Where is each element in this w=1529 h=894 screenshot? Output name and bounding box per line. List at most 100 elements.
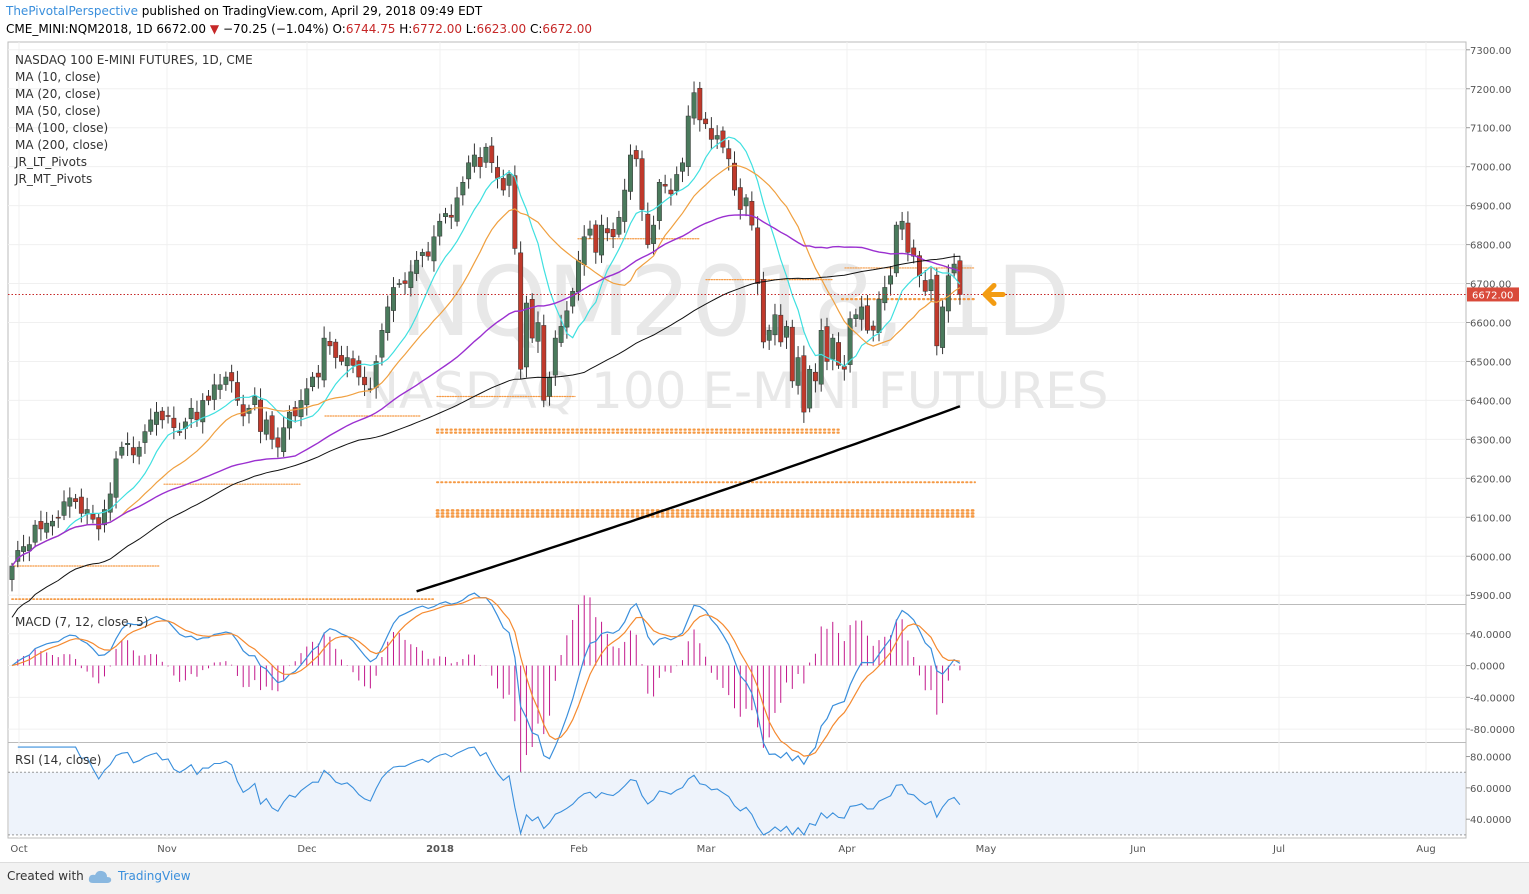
time-tick-label: Apr [838, 844, 856, 855]
candle-body [125, 443, 131, 445]
candle-body [778, 314, 784, 343]
candle-body [772, 314, 778, 336]
chart-canvas[interactable]: NQM2018, 1D NASDAQ 100 E-MINI FUTURES 73… [0, 0, 1529, 862]
candle-body [500, 178, 506, 191]
ma200-line [416, 405, 961, 593]
candle-body [206, 395, 211, 401]
candle-body [870, 325, 876, 331]
author-link[interactable]: ThePivotalPerspective [6, 4, 138, 18]
candle-body [616, 217, 622, 235]
candle-body [859, 306, 865, 320]
candle-body [217, 384, 223, 390]
close-value: 6672.00 [542, 22, 593, 36]
macd-tick-label: 40.0000 [1470, 630, 1511, 641]
footer: Created with TradingView [0, 862, 1529, 894]
candle-body [281, 427, 287, 452]
candle-body [876, 298, 882, 333]
rsi-line [17, 746, 961, 836]
candle-body [547, 376, 552, 397]
candle-body [922, 280, 928, 292]
ma50-line [11, 214, 961, 567]
legend-ma100[interactable]: MA (100, close) [15, 121, 109, 135]
time-tick-label: Oct [10, 844, 27, 855]
candle-body [495, 167, 500, 179]
candle-body [523, 302, 529, 368]
candle-body [67, 497, 73, 507]
rsi-label[interactable]: RSI (14, close) [15, 753, 102, 767]
candle-body [940, 306, 946, 348]
candle-body [888, 275, 894, 285]
legend-ma200[interactable]: MA (200, close) [15, 138, 109, 152]
time-tick-label: 2018 [426, 844, 454, 855]
price-tick-label: 7100.00 [1470, 124, 1511, 135]
candle-body [587, 228, 593, 236]
time-tick-label: Aug [1416, 844, 1436, 855]
candle-body [928, 279, 934, 292]
price-tick-label: 6700.00 [1470, 280, 1511, 291]
close-label: C: [529, 22, 543, 36]
candle-body [651, 224, 657, 244]
candle-body [743, 197, 749, 207]
candle-body [633, 150, 639, 160]
candle-body [362, 376, 368, 386]
created-with: Created with [7, 869, 84, 883]
candle-body [732, 162, 737, 191]
candle-body [755, 227, 761, 284]
candle-body [15, 550, 21, 562]
candle-body [737, 187, 743, 210]
candle-body [506, 174, 512, 186]
candle-body [356, 360, 362, 378]
legend-ma50[interactable]: MA (50, close) [15, 104, 101, 118]
candle-body [304, 388, 310, 406]
candle-body [177, 431, 183, 433]
candle-body [130, 447, 136, 456]
candle-body [211, 384, 217, 400]
candle-body [899, 220, 905, 230]
last-price-badge-text: 6672.00 [1472, 290, 1513, 301]
candle-body [379, 330, 385, 358]
candle-body [477, 157, 483, 167]
candle-body [824, 326, 830, 362]
legend-lt-pivots[interactable]: JR_LT_Pivots [15, 155, 87, 169]
orange-arrow-icon [982, 282, 1006, 306]
candle-body [50, 520, 55, 527]
macd-line [11, 592, 961, 766]
legend-mt-pivots[interactable]: JR_MT_Pivots [15, 172, 93, 186]
candle-body [708, 128, 714, 140]
candle-body [471, 154, 477, 167]
macd-label[interactable]: MACD (7, 12, close, 5) [15, 615, 149, 629]
candle-body [21, 546, 27, 552]
candle-body [680, 162, 685, 172]
candle-body [188, 407, 194, 420]
candle-body [385, 306, 391, 333]
candle-body [154, 411, 159, 425]
candle-body [269, 415, 275, 440]
legend-ma20[interactable]: MA (20, close) [15, 87, 101, 101]
candle-body [443, 213, 448, 217]
high-value: 6772.00 [412, 22, 462, 36]
legend-ma10[interactable]: MA (10, close) [15, 70, 101, 84]
candle-body [142, 431, 148, 443]
open-value: 6744.75 [345, 22, 396, 36]
watermark-name: NASDAQ 100 E-MINI FUTURES [362, 362, 1109, 420]
candle-body [448, 214, 454, 218]
last-price-marker: 6672.00 [982, 282, 1519, 306]
candle-body [853, 314, 859, 319]
tradingview-link[interactable]: TradingView [118, 869, 191, 883]
macd-tick-label: 0.0000 [1470, 662, 1505, 673]
candle-body [44, 522, 50, 533]
time-tick-label: May [976, 844, 997, 855]
candle-body [639, 158, 645, 210]
symbol: CME_MINI:NQM2018, 1D [6, 22, 153, 36]
candle-body [431, 236, 437, 262]
candle-body [957, 260, 963, 295]
open-label: O: [332, 22, 346, 36]
candle-body [483, 146, 489, 163]
time-tick-label: Mar [697, 844, 717, 855]
price-tick-label: 7200.00 [1470, 85, 1511, 96]
candle-body [864, 305, 870, 331]
price-tick-label: 7000.00 [1470, 163, 1511, 174]
last-price: 6672.00 [156, 22, 207, 36]
legend-title[interactable]: NASDAQ 100 E-MINI FUTURES, 1D, CME [15, 53, 253, 67]
candle-body [604, 228, 610, 234]
